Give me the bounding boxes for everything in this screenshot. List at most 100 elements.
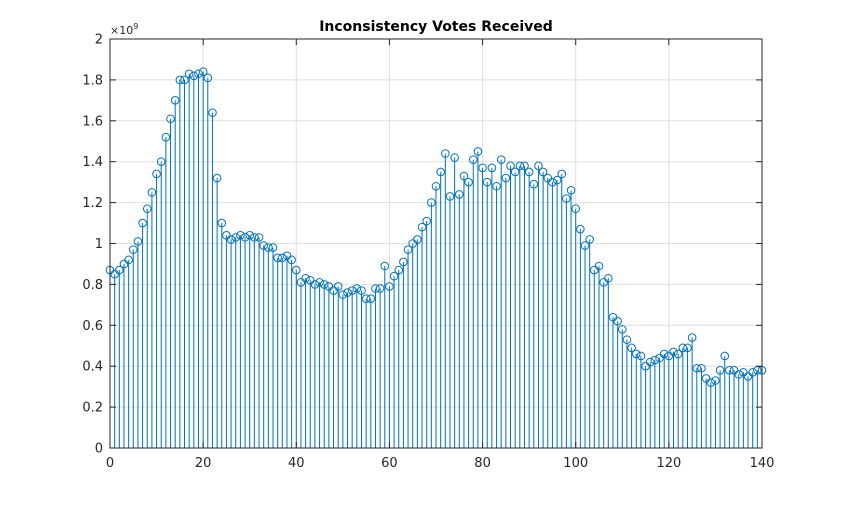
y-tick-label: 0.6 xyxy=(82,319,103,334)
stem-marker xyxy=(128,245,138,254)
stem-marker xyxy=(687,333,697,342)
stem-marker xyxy=(720,351,730,361)
stem-marker xyxy=(422,216,431,226)
stem-marker xyxy=(198,67,208,77)
stem-marker xyxy=(548,177,557,187)
stem-marker xyxy=(375,284,385,293)
stem-marker xyxy=(524,167,534,177)
stem-marker xyxy=(254,233,264,242)
stem-marker xyxy=(347,286,357,295)
stem-marker xyxy=(673,349,683,359)
stem-marker xyxy=(576,224,585,234)
y-tick-label: 2 xyxy=(95,33,103,48)
stem-marker xyxy=(156,157,166,166)
x-tick-label: 60 xyxy=(381,456,398,471)
y-tick-label: 0.8 xyxy=(82,278,103,293)
y-exponent-label: ×109 xyxy=(110,22,138,37)
stem-marker xyxy=(515,161,525,171)
stem-marker xyxy=(697,363,706,373)
stem-marker xyxy=(361,294,371,304)
stem-marker xyxy=(427,198,436,207)
stem-marker xyxy=(436,167,445,177)
stem-marker xyxy=(510,167,520,177)
stem-marker xyxy=(166,114,175,124)
stem-marker xyxy=(287,255,296,265)
stem-marker xyxy=(170,96,180,105)
stem-marker xyxy=(725,365,734,375)
stem-marker xyxy=(399,257,408,267)
stem-marker xyxy=(240,233,250,242)
stem-marker xyxy=(152,169,161,179)
stem-marker xyxy=(231,233,241,242)
stem-marker xyxy=(343,288,352,297)
stem-marker xyxy=(627,343,636,353)
stem-marker xyxy=(315,278,324,287)
stem-marker xyxy=(622,335,632,344)
stem-marker xyxy=(613,316,622,326)
stem-marker xyxy=(217,218,227,228)
stem-marker xyxy=(352,284,362,293)
stem-marker xyxy=(333,282,343,291)
stem-marker xyxy=(301,273,310,283)
stem-marker xyxy=(520,161,529,171)
y-tick-label: 1.4 xyxy=(82,155,103,170)
y-tick-label: 1.2 xyxy=(82,196,103,211)
stem-marker xyxy=(482,177,492,187)
stem-marker xyxy=(529,179,539,189)
stem-marker xyxy=(631,349,641,359)
marker-series xyxy=(105,67,767,387)
stem-marker xyxy=(147,188,157,197)
stem-marker xyxy=(571,204,581,214)
stem-marker xyxy=(552,175,562,185)
y-tick-label: 1.6 xyxy=(82,114,103,129)
stem-marker xyxy=(184,69,194,79)
stem-marker xyxy=(115,265,124,275)
stem-marker xyxy=(650,355,660,365)
stem-marker xyxy=(394,265,404,275)
stem-marker xyxy=(133,237,143,246)
stem-marker xyxy=(464,177,473,187)
stem-marker xyxy=(180,75,189,85)
stem-marker xyxy=(468,155,478,164)
stem-marker xyxy=(473,147,483,156)
stem-marker xyxy=(319,280,329,289)
stem-marker xyxy=(431,181,441,191)
x-tick-label: 140 xyxy=(750,456,775,471)
stem-marker xyxy=(557,169,567,179)
x-axis-ticks: 0 20 40 60 80 100 120 140 xyxy=(106,39,775,471)
stem-marker xyxy=(659,349,669,359)
stem-marker xyxy=(366,294,376,304)
stem-marker xyxy=(389,271,399,281)
y-tick-label: 1 xyxy=(95,237,103,252)
stem-marker xyxy=(259,241,268,250)
stem-series xyxy=(109,71,763,448)
stem-marker xyxy=(566,186,576,195)
stem-marker xyxy=(441,149,450,158)
stem-marker xyxy=(208,108,217,117)
x-tick-label: 40 xyxy=(288,456,305,471)
stem-marker xyxy=(212,173,222,183)
stem-marker xyxy=(678,343,688,353)
chart-title: Inconsistency Votes Received xyxy=(319,19,553,35)
stem-marker xyxy=(734,370,744,379)
stem-marker xyxy=(273,253,282,263)
y-exponent-power: 9 xyxy=(133,22,138,31)
stem-marker xyxy=(580,241,590,250)
stem-marker xyxy=(250,233,259,242)
stem-marker xyxy=(338,290,348,299)
stem-marker xyxy=(645,357,655,367)
stem-marker xyxy=(417,222,427,232)
stem-marker xyxy=(226,235,236,244)
y-tick-label: 0.4 xyxy=(82,360,103,375)
stem-marker xyxy=(585,235,594,244)
stem-marker xyxy=(189,71,199,81)
stem-marker xyxy=(706,378,716,387)
stem-marker xyxy=(492,181,501,191)
stem-marker xyxy=(310,280,320,289)
stem-marker xyxy=(450,153,459,162)
stem-marker xyxy=(715,365,725,375)
stem-marker xyxy=(748,368,757,377)
stem-marker xyxy=(669,347,678,357)
stem-marker xyxy=(203,73,213,83)
